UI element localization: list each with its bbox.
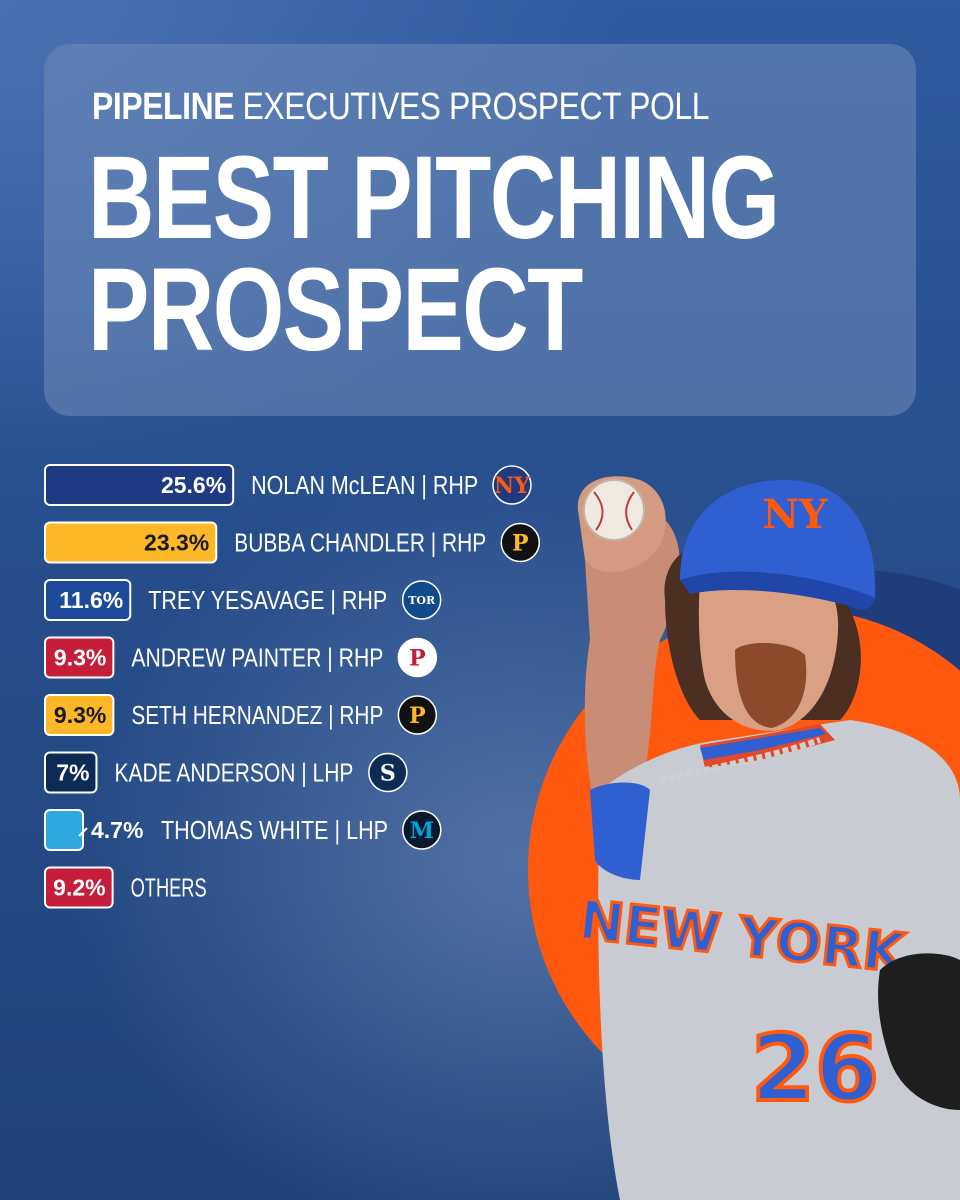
title-panel: PIPELINE EXECUTIVES PROSPECT POLL BEST P… [44, 44, 916, 416]
bar [44, 751, 98, 794]
page-title: BEST PITCHING PROSPECT [88, 132, 780, 376]
bar [44, 521, 218, 564]
arm [584, 512, 680, 830]
bar [44, 866, 114, 909]
beard [735, 643, 807, 728]
poll-subtitle: PIPELINE EXECUTIVES PROSPECT POLL [92, 86, 709, 129]
title-line-2: PROSPECT [88, 244, 583, 376]
bar [44, 636, 115, 679]
bar [44, 694, 115, 736]
bar [44, 464, 235, 506]
bar [44, 809, 84, 851]
cap [680, 479, 876, 600]
cap-logo: NY [762, 491, 828, 538]
subtitle-label: EXECUTIVES PROSPECT POLL [242, 86, 710, 128]
jersey [598, 720, 960, 1200]
baseball-icon [583, 479, 645, 541]
bar [44, 579, 132, 621]
jersey-number: 26 [751, 1015, 879, 1122]
glove [878, 953, 960, 1110]
title-line-1: BEST PITCHING [88, 132, 780, 264]
brand-label: PIPELINE [92, 86, 235, 128]
